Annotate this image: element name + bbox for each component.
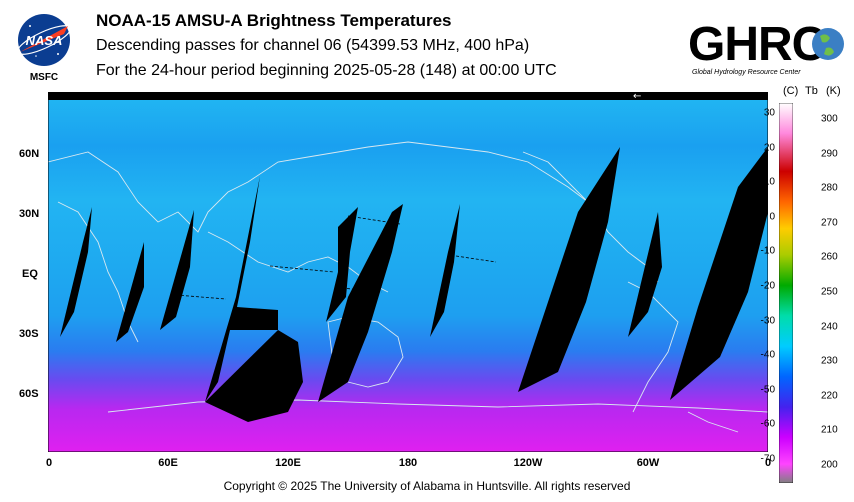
colorbar-celsius-label: 30 — [763, 107, 775, 119]
colorbar-kelvin-label: 290 — [821, 148, 838, 160]
colorbar-header-tb: Tb — [805, 85, 818, 97]
lon-label-120w: 120W — [513, 457, 543, 469]
lat-label-60s: 60S — [19, 388, 39, 400]
lon-label-0-left: 0 — [45, 457, 53, 469]
colorbar-celsius-label: -60 — [760, 418, 775, 430]
missing-data-bar — [48, 92, 768, 100]
colorbar-kelvin-label: 220 — [821, 390, 838, 402]
colorbar-kelvin-label: 300 — [821, 113, 838, 125]
svg-text:MSFC: MSFC — [30, 72, 58, 83]
lon-label-60e: 60E — [158, 457, 178, 469]
colorbar-kelvin-label: 210 — [821, 424, 838, 436]
lon-label-60w: 60W — [636, 457, 660, 469]
svg-text:NASA: NASA — [26, 33, 63, 48]
scan-artifacts — [175, 215, 497, 300]
brightness-temperature-map: ← — [48, 92, 768, 452]
lat-label-30n: 30N — [19, 208, 40, 220]
colorbar-celsius-label: 20 — [763, 142, 775, 154]
colorbar-kelvin-label: 230 — [821, 355, 838, 367]
lon-label-0-right: 0 — [764, 457, 772, 469]
colorbar-celsius-label: -70 — [760, 453, 775, 465]
lon-label-120e: 120E — [275, 457, 301, 469]
copyright-text: Copyright © 2025 The University of Alaba… — [223, 479, 631, 493]
colorbar-celsius-label: 10 — [763, 176, 775, 188]
colorbar-kelvin-label: 200 — [821, 459, 838, 471]
map-subtitle: Descending passes for channel 06 (54399.… — [96, 37, 530, 54]
colorbar-celsius-label: -20 — [760, 280, 775, 292]
lon-label-180: 180 — [398, 457, 418, 469]
colorbar-celsius-label: 0 — [769, 211, 775, 223]
colorbar-kelvin-label: 280 — [821, 182, 838, 194]
colorbar-kelvin-label: 270 — [821, 217, 838, 229]
svg-text:GHRC: GHRC — [688, 18, 826, 71]
nasa-logo: NASA MSFC — [16, 14, 72, 83]
arrow-icon: ← — [633, 92, 641, 102]
colorbar-header-k: (K) — [826, 85, 841, 97]
colorbar-kelvin-label: 260 — [821, 251, 838, 263]
colorbar-celsius-label: -10 — [760, 245, 775, 257]
colorbar-kelvin-label: 250 — [821, 286, 838, 298]
map-period: For the 24-hour period beginning 2025-05… — [96, 62, 557, 79]
ghrc-logo: GHRC Global Hydrology Resource Center — [688, 18, 844, 76]
lat-label-eq: EQ — [22, 268, 38, 280]
lat-label-30s: 30S — [19, 328, 39, 340]
svg-text:Global Hydrology Resource Cent: Global Hydrology Resource Center — [692, 69, 801, 76]
colorbar — [779, 103, 793, 483]
colorbar-celsius-label: -30 — [760, 315, 775, 327]
colorbar-kelvin-label: 240 — [821, 321, 838, 333]
colorbar-header-c: (C) — [783, 85, 799, 97]
data-gaps — [60, 147, 768, 422]
colorbar-celsius-label: -40 — [760, 349, 775, 361]
lat-label-60n: 60N — [19, 148, 40, 160]
colorbar-celsius-label: -50 — [760, 384, 775, 396]
map-title: NOAA-15 AMSU-A Brightness Temperatures — [96, 11, 452, 30]
